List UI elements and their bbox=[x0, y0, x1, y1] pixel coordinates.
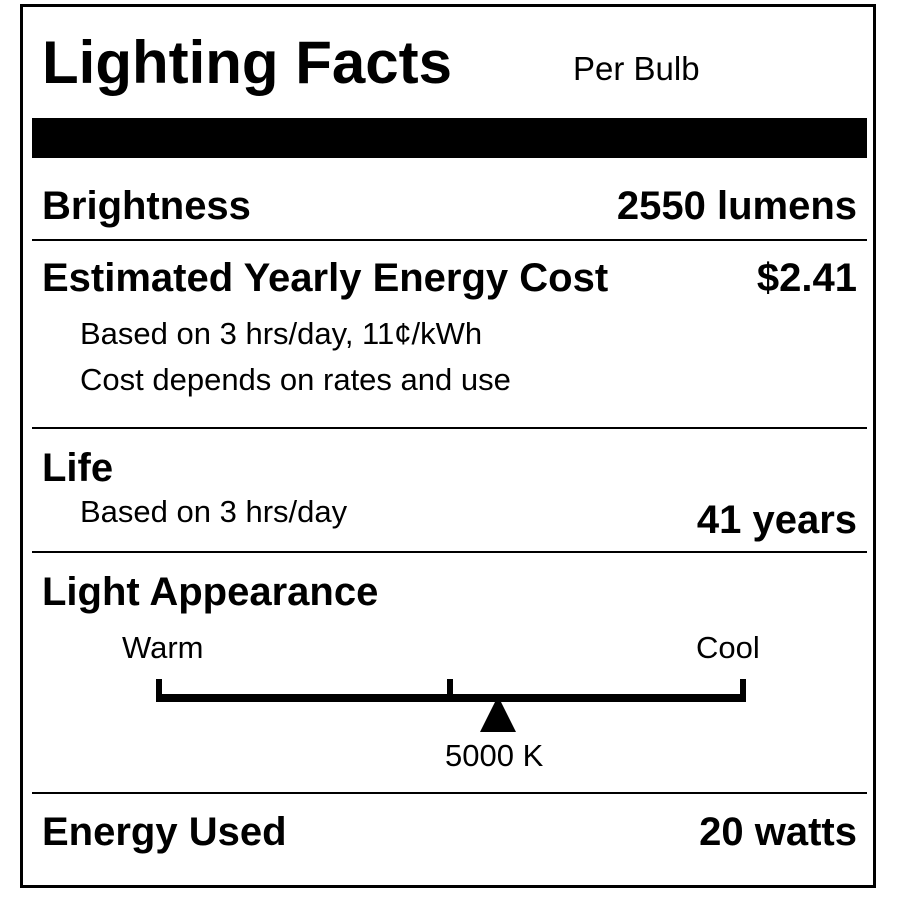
label-border bbox=[20, 4, 876, 888]
divider bbox=[32, 427, 867, 429]
scale-tick-warm bbox=[156, 679, 162, 701]
appearance-label: Light Appearance bbox=[42, 570, 379, 614]
divider bbox=[32, 551, 867, 553]
scale-tick-cool bbox=[740, 679, 746, 701]
cost-note-2: Cost depends on rates and use bbox=[80, 362, 511, 397]
color-temperature-marker-icon bbox=[480, 696, 517, 732]
divider bbox=[32, 792, 867, 794]
energy-value: 20 watts bbox=[699, 810, 857, 854]
divider bbox=[32, 239, 867, 241]
warm-label: Warm bbox=[122, 630, 204, 665]
color-temperature-value: 5000 K bbox=[445, 738, 544, 773]
cool-label: Cool bbox=[696, 630, 760, 665]
scale-tick-middle bbox=[447, 679, 453, 701]
label-title: Lighting Facts bbox=[42, 29, 452, 96]
per-bulb-text: Per Bulb bbox=[573, 50, 700, 87]
cost-note-1: Based on 3 hrs/day, 11¢/kWh bbox=[80, 316, 483, 351]
title-divider-bar bbox=[32, 118, 867, 158]
brightness-value: 2550 lumens bbox=[616, 184, 857, 228]
life-value: 41 years bbox=[696, 498, 857, 542]
life-label: Life bbox=[42, 446, 114, 490]
cost-label: Estimated Yearly Energy Cost bbox=[42, 256, 609, 300]
brightness-label: Brightness bbox=[42, 184, 251, 228]
life-note: Based on 3 hrs/day bbox=[80, 494, 348, 529]
energy-label: Energy Used bbox=[42, 810, 287, 854]
cost-value: $2.41 bbox=[756, 256, 857, 300]
